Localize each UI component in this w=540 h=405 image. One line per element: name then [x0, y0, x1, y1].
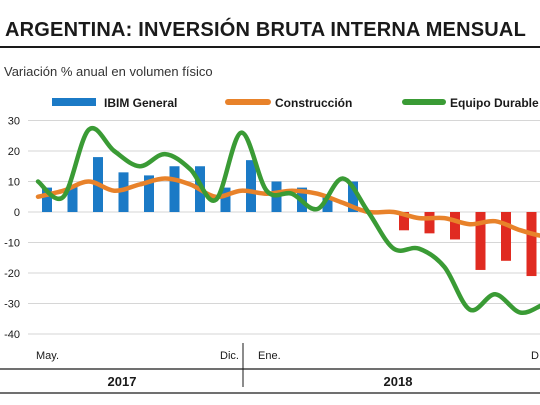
- chart-svg: IBIM General Construcción Equipo Durable…: [0, 96, 540, 394]
- year-label-2018: 2018: [384, 374, 413, 389]
- x-label-d: D: [531, 350, 539, 362]
- y-tick-label: 0: [14, 207, 20, 219]
- bar: [501, 212, 511, 261]
- y-tick-label: -30: [4, 299, 20, 311]
- bar: [118, 172, 129, 212]
- legend-label-equipo: Equipo Durable: [450, 96, 539, 110]
- y-tick-label: -20: [4, 268, 20, 280]
- legend-label-ibim: IBIM General: [104, 96, 177, 110]
- y-tick-label: 20: [8, 146, 20, 158]
- y-tick-label: 10: [8, 177, 20, 189]
- bar: [526, 212, 537, 277]
- bar: [246, 160, 256, 212]
- bar: [424, 212, 435, 234]
- y-tick-label: -40: [4, 329, 20, 341]
- bar: [322, 196, 333, 212]
- bar: [399, 212, 409, 231]
- bar: [220, 187, 231, 212]
- bar: [67, 184, 78, 212]
- legend: IBIM General Construcción Equipo Durable: [52, 96, 539, 110]
- series-lines: [35, 125, 540, 316]
- bar: [169, 166, 180, 212]
- legend-swatch-ibim: [52, 98, 96, 106]
- legend-label-construccion: Construcción: [275, 96, 352, 110]
- year-label-2017: 2017: [108, 374, 137, 389]
- bar: [450, 212, 460, 240]
- x-axis: May. Dic. Ene. D 2017 2018: [0, 343, 540, 394]
- y-axis-labels: 30 20 10 0 -10 -20 -30 -40: [4, 116, 20, 342]
- bar: [475, 212, 486, 270]
- title-rule: [0, 46, 540, 48]
- chart-subtitle: Variación % anual en volumen físico: [4, 64, 213, 79]
- chart-title: ARGENTINA: INVERSIÓN BRUTA INTERNA MENSU…: [5, 19, 526, 41]
- y-tick-label: -10: [4, 238, 20, 250]
- bar: [348, 181, 358, 212]
- x-label-dic: Dic.: [220, 350, 239, 362]
- bar: [144, 175, 154, 212]
- line-equipo-durable: [35, 125, 540, 316]
- bars-ibim: [42, 157, 537, 277]
- x-label-ene: Ene.: [258, 350, 281, 362]
- bar: [42, 187, 52, 212]
- title-bar: ARGENTINA: INVERSIÓN BRUTA INTERNA MENSU…: [0, 0, 540, 48]
- y-tick-label: 30: [8, 116, 20, 128]
- x-label-may: May.: [36, 350, 59, 362]
- line-construccion: [35, 176, 540, 238]
